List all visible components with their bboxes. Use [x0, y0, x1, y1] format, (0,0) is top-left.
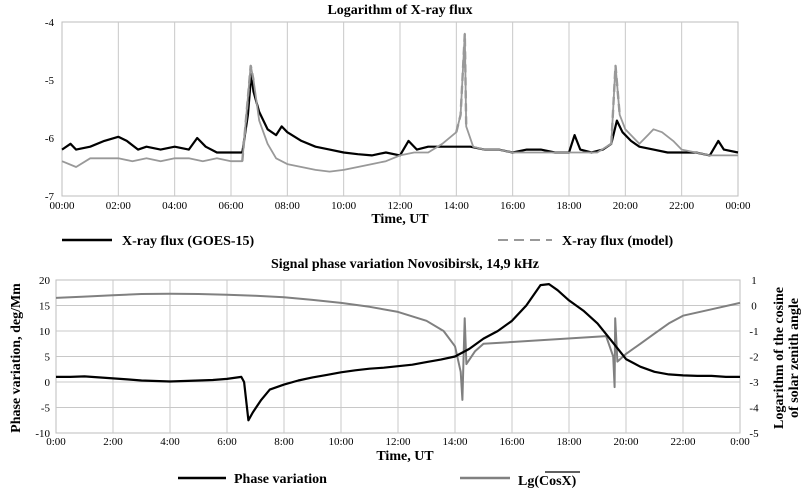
- chart-2-y2-tick-label: 0: [751, 301, 757, 313]
- chart-2-y2-tick-label: -3: [749, 377, 759, 389]
- chart-2-series-line-0: [56, 283, 740, 422]
- chart-2-y2-tick-label: -5: [749, 428, 759, 440]
- chart-1-x-tick-label: 02:00: [106, 200, 132, 212]
- chart-1-y-tick-label: -7: [45, 191, 55, 203]
- chart-1-x-tick-label: 06:00: [218, 200, 244, 212]
- chart-1-x-tick-label: 22:00: [669, 200, 695, 212]
- chart-2-y2-tick-label: -2: [749, 352, 758, 364]
- chart-2-y2-tick-label: -1: [749, 326, 758, 338]
- legend-label-lgcos: Lg(CosX): [518, 474, 577, 489]
- chart-1-x-tick-label: 04:00: [162, 200, 188, 212]
- chart-1-y-ticks: -4 -5 -6 -7: [45, 17, 55, 203]
- chart-2-x-axis-label: Time, UT: [376, 449, 434, 464]
- chart-1-model-spike-0: [241, 65, 255, 162]
- chart-2-x-ticks: 0:00 2:00 4:00 6:00 8:00 10:00 12:00 14:00 16:00…: [46, 436, 750, 448]
- chart-2-y-tick-label: 20: [39, 275, 51, 287]
- legend-label-goes: X-ray flux (GOES-15): [122, 234, 255, 249]
- chart-2-series: [55, 283, 741, 422]
- chart-2-x-tick-label: 2:00: [103, 436, 123, 448]
- chart-2-x-tick-label: 16:00: [499, 436, 525, 448]
- chart-2-y-tick-label: -5: [41, 403, 51, 415]
- chart-1-x-tick-label: 18:00: [556, 200, 582, 212]
- legend-label-model: X-ray flux (model): [562, 234, 674, 249]
- chart-2-x-tick-label: 8:00: [274, 436, 294, 448]
- chart-1-y-tick-label: -4: [45, 17, 55, 29]
- chart-2-x-tick-label: 18:00: [556, 436, 582, 448]
- chart-2: Signal phase variation Novosibirsk, 14,9…: [9, 257, 802, 489]
- chart-2-y-tick-label: 10: [39, 326, 51, 338]
- chart-1-x-tick-label: 14:00: [444, 200, 470, 212]
- chart-2-y-tick-label: 15: [39, 301, 51, 313]
- chart-1-series-line-1: [61, 32, 738, 173]
- chart-2-series-line-1: [55, 292, 741, 401]
- chart-1-series: [61, 32, 739, 173]
- chart-1-title: Logarithm of X-ray flux: [327, 3, 472, 18]
- chart-2-grid: [56, 280, 740, 433]
- chart-1-y-tick-label: -6: [45, 133, 55, 145]
- chart-2-x-tick-label: 22:00: [670, 436, 696, 448]
- chart-1-model-spike-1: [455, 33, 468, 133]
- chart-2-y-ticks: 20 15 10 5 0 -5 -10: [35, 275, 50, 440]
- chart-2-title: Signal phase variation Novosibirsk, 14,9…: [271, 257, 539, 272]
- chart-2-y2-tick-label: -4: [749, 403, 759, 415]
- chart-2-y2-tick-label: 1: [751, 275, 757, 287]
- chart-1-x-tick-label: 00:00: [49, 200, 75, 212]
- chart-2-x-tick-label: 20:00: [613, 436, 639, 448]
- chart-1-x-tick-label: 10:00: [331, 200, 357, 212]
- chart-2-y-tick-label: 0: [45, 377, 51, 389]
- chart-1-x-ticks: 00:00 02:00 04:00 06:00 08:00 10:00 12:00 14:00…: [49, 200, 751, 212]
- chart-1-series-line-0: [61, 73, 739, 157]
- chart-2-x-tick-label: 0:00: [730, 436, 750, 448]
- chart-2-y2-axis-label-line1: Logarithm of the cosine: [772, 287, 787, 429]
- chart-2-y-tick-label: -10: [35, 428, 50, 440]
- chart-1-x-tick-label: 00:00: [725, 200, 751, 212]
- chart-2-x-tick-label: 4:00: [160, 436, 180, 448]
- chart-2-y-tick-label: 5: [45, 352, 51, 364]
- chart-2-x-tick-label: 0:00: [46, 436, 66, 448]
- chart-1-x-tick-label: 16:00: [500, 200, 526, 212]
- chart-1-model-spike-2: [610, 65, 621, 144]
- chart-1-x-tick-label: 20:00: [613, 200, 639, 212]
- chart-1-x-axis-label: Time, UT: [371, 212, 429, 227]
- chart-2-y-axis-label: Phase variation, deg/Mm: [9, 283, 24, 433]
- chart-2-x-tick-label: 14:00: [442, 436, 468, 448]
- chart-1: Logarithm of X-ray flux -4 -5 -6 -7 00:00 02…: [45, 3, 751, 249]
- chart-2-y2-axis-label-line2: of solar zenith angle: [787, 298, 802, 418]
- chart-1-grid: [117, 22, 683, 196]
- chart-2-x-tick-label: 6:00: [217, 436, 237, 448]
- chart-1-x-tick-label: 08:00: [275, 200, 301, 212]
- chart-2-x-tick-label: 10:00: [328, 436, 354, 448]
- chart-1-y-tick-label: -5: [45, 75, 55, 87]
- chart-2-y2-ticks: 1 0 -1 -2 -3 -4 -5: [749, 275, 759, 440]
- legend-label-phase: Phase variation: [234, 472, 327, 487]
- chart-2-x-tick-label: 12:00: [385, 436, 411, 448]
- chart-1-x-tick-label: 12:00: [387, 200, 413, 212]
